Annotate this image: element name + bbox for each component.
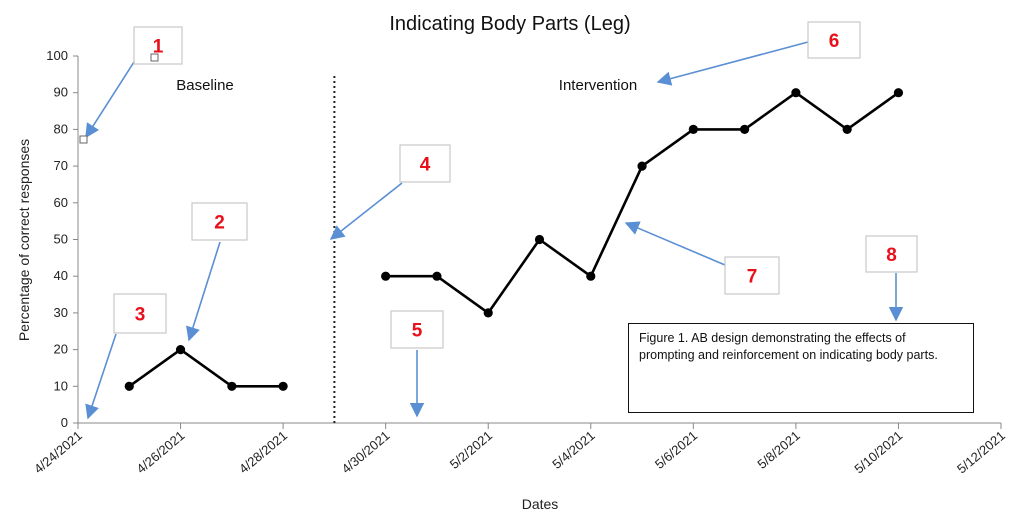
x-tick-label: 5/12/2021 [954, 428, 1008, 477]
data-point [534, 234, 545, 245]
series-line-intervention [385, 91, 900, 315]
x-tick-label: 4/30/2021 [339, 428, 393, 477]
x-tick-label: 4/28/2021 [236, 428, 290, 477]
annotation-box [133, 26, 183, 65]
data-point [688, 124, 698, 134]
annotation-layer: 1 2 3 4 5 6 7 8 [79, 21, 918, 420]
y-tick-label: 40 [54, 268, 68, 283]
annotation-number: 7 [747, 267, 758, 288]
data-point [740, 124, 750, 134]
annotation-arrow [85, 61, 135, 139]
data-point [637, 161, 647, 171]
y-tick-label: 90 [54, 85, 68, 100]
chart-title: Indicating Body Parts (Leg) [389, 13, 630, 35]
annotation-arrow [624, 221, 726, 266]
annotation-number: 6 [829, 31, 840, 52]
x-axis-title: Dates [522, 496, 559, 512]
annotation-number: 8 [886, 245, 897, 266]
y-tick-label: 10 [54, 378, 68, 393]
annotation-arrow [85, 333, 117, 420]
y-tick-label: 60 [54, 195, 68, 210]
intervention-label: Intervention [559, 77, 637, 94]
x-tick-label: 5/4/2021 [549, 428, 597, 472]
annotation-box [865, 235, 918, 273]
x-tick-label: 4/26/2021 [134, 428, 188, 477]
y-tick-label: 30 [54, 305, 68, 320]
data-point [381, 271, 391, 281]
data-point [586, 271, 596, 281]
annotation-number: 2 [214, 213, 225, 234]
y-tick-label: 70 [54, 158, 68, 173]
data-point [432, 271, 442, 281]
y-axis-title: Percentage of correct responses [16, 139, 32, 341]
data-point [124, 381, 134, 391]
y-tick-label: 80 [54, 121, 68, 136]
annotation-number: 3 [135, 305, 146, 326]
x-tick-label: 5/2/2021 [447, 428, 495, 472]
annotation-number: 4 [420, 155, 431, 176]
annotation-box [113, 293, 167, 334]
annotation-box [390, 310, 444, 349]
handle-square [79, 135, 88, 144]
annotation-box [724, 256, 780, 295]
annotation-box [191, 202, 248, 241]
data-point [483, 308, 493, 318]
annotation-arrow [329, 182, 403, 240]
baseline-label: Baseline [176, 77, 234, 94]
y-tick-label: 100 [46, 48, 68, 63]
annotation-box [807, 21, 861, 59]
y-tick-label: 0 [61, 415, 68, 430]
x-tick-label: 4/24/2021 [31, 428, 85, 477]
annotation-arrow [186, 241, 221, 342]
x-tick-label: 5/6/2021 [652, 428, 700, 472]
phase-layer: Baseline Intervention [176, 76, 637, 423]
data-point [227, 381, 237, 391]
figure-caption: Figure 1. AB design demonstrating the ef… [628, 323, 974, 413]
handle-square [150, 53, 159, 62]
data-point [842, 124, 852, 134]
data-point [175, 345, 186, 355]
y-tick-label: 50 [54, 232, 68, 247]
annotation-box [399, 144, 451, 183]
data-point [791, 88, 801, 98]
data-point [278, 381, 288, 391]
x-tick-label: 5/8/2021 [754, 428, 802, 472]
annotation-number: 1 [153, 37, 164, 58]
annotation-number: 5 [412, 321, 423, 342]
annotation-arrow [656, 41, 809, 86]
series-line-baseline [128, 348, 284, 388]
data-point [893, 88, 904, 98]
y-tick-label: 20 [54, 342, 68, 357]
x-tick-label: 5/10/2021 [851, 428, 905, 477]
series-layer [124, 88, 904, 391]
